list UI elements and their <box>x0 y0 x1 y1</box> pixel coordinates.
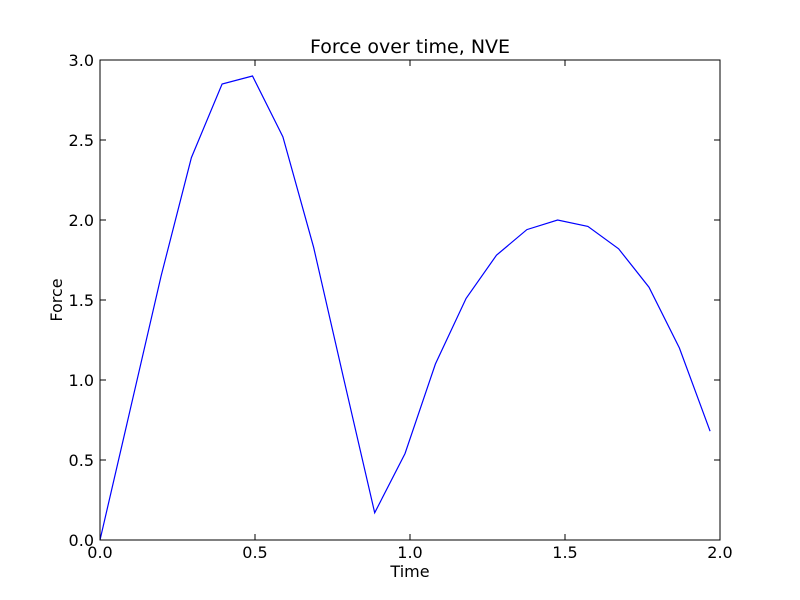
y-tick-label: 0.0 <box>69 531 94 550</box>
y-tick-label: 1.5 <box>69 291 94 310</box>
y-tick-label: 0.5 <box>69 451 94 470</box>
y-tick-label: 1.0 <box>69 371 94 390</box>
y-tick-label: 3.0 <box>69 51 94 70</box>
series-line <box>99 75 711 541</box>
x-tick-label: 0.5 <box>242 543 267 562</box>
y-tick-label: 2.0 <box>69 211 94 230</box>
x-tick-label: 0.0 <box>87 543 112 562</box>
x-tick-label: 1.0 <box>397 543 422 562</box>
y-tick-label: 2.5 <box>69 131 94 150</box>
chart-title: Force over time, NVE <box>310 36 510 58</box>
plot-frame <box>99 59 721 541</box>
plot-area <box>99 75 711 541</box>
x-axis-label: Time <box>389 562 429 581</box>
tick-labels: 0.0 0.5 1.0 1.5 2.0 0.0 0.5 1.0 1.5 2.0 2.5 3.0 <box>69 51 733 562</box>
x-tick-label: 1.5 <box>552 543 577 562</box>
y-axis-label: Force <box>47 278 66 321</box>
x-tick-label: 2.0 <box>707 543 732 562</box>
